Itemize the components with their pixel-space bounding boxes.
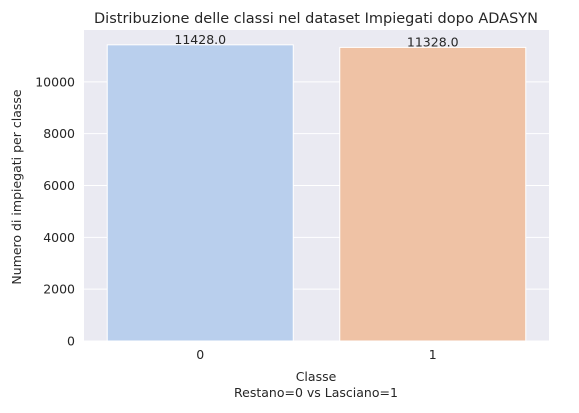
data-label: 11328.0 [407, 34, 459, 49]
y-tick-label: 2000 [43, 282, 75, 297]
x-axis-sublabel: Restano=0 vs Lasciano=1 [234, 385, 398, 400]
y-tick-labels: 0 2000 4000 6000 8000 10000 [35, 74, 75, 348]
x-axis-label: Classe [296, 369, 337, 384]
bars [106, 44, 527, 342]
y-tick-label: 0 [67, 334, 75, 349]
y-tick-label: 10000 [35, 74, 75, 89]
bar [339, 46, 527, 342]
y-tick-label: 8000 [43, 126, 75, 141]
x-tick-label: 1 [429, 347, 437, 362]
y-tick-label: 6000 [43, 178, 75, 193]
data-label: 11428.0 [174, 32, 226, 47]
y-axis-label: Numero di impiegati per classe [9, 89, 24, 284]
x-tick-label: 0 [196, 347, 204, 362]
y-tick-label: 4000 [43, 230, 75, 245]
data-labels: 11428.0 11328.0 [174, 32, 458, 50]
bar [106, 44, 294, 342]
chart-title: Distribuzione delle classi nel dataset I… [94, 11, 538, 27]
